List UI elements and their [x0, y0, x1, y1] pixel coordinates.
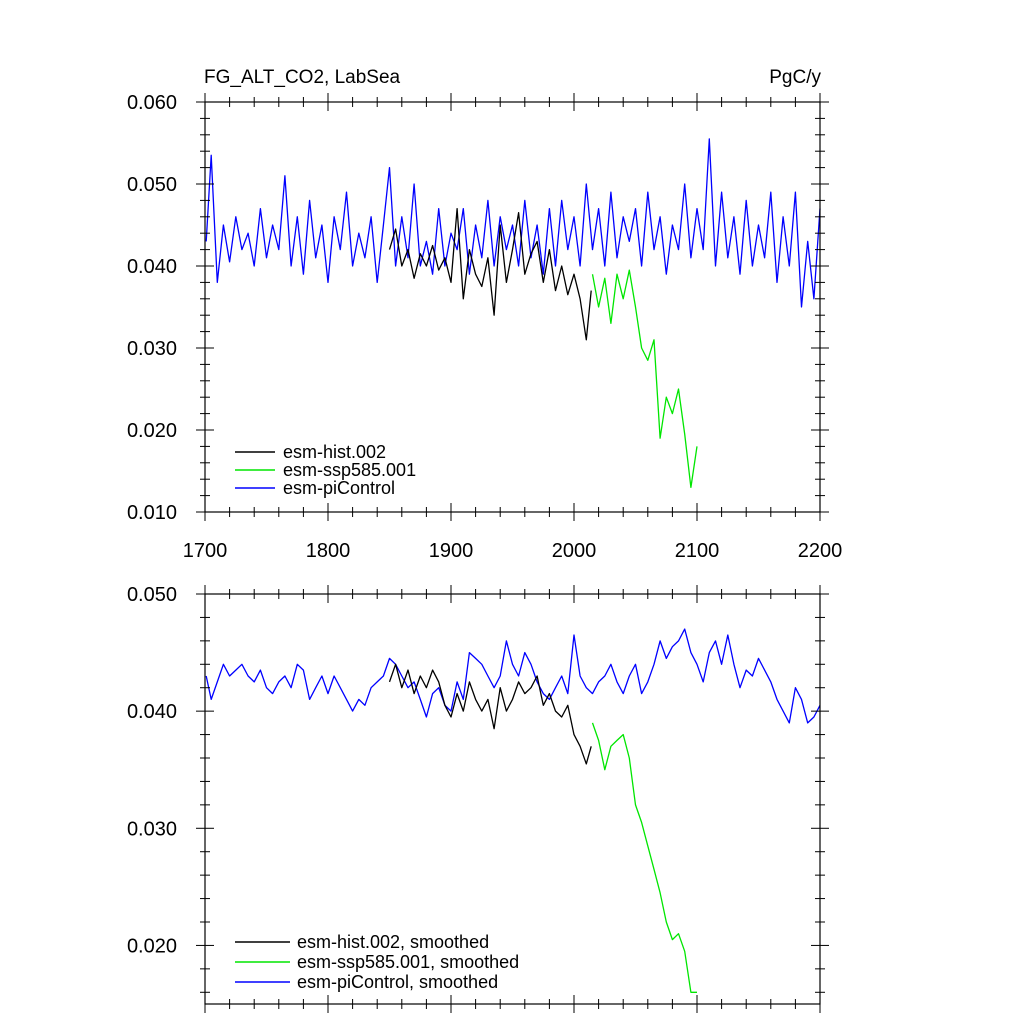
- y-tick-label: 0.040: [127, 256, 177, 278]
- legend-label: esm-piControl: [283, 478, 395, 498]
- legend-label: esm-piControl, smoothed: [297, 972, 498, 992]
- x-tick-label: 1700: [183, 540, 228, 562]
- x-tick-label: 2100: [675, 540, 720, 562]
- legend-label: esm-ssp585.001, smoothed: [297, 952, 519, 972]
- y-tick-label: 0.050: [127, 174, 177, 196]
- y-tick-label: 0.030: [127, 818, 177, 840]
- series-line-esm-hist-002-smoothed: [388, 663, 592, 765]
- series-line-esm-picontrol: [205, 138, 821, 308]
- series-line-esm-hist-002: [388, 207, 592, 341]
- x-tick-label: 2000: [552, 540, 597, 562]
- legend-label: esm-ssp585.001: [283, 460, 416, 480]
- y-tick-label: 0.030: [127, 338, 177, 360]
- y-tick-label: 0.020: [127, 420, 177, 442]
- top-plot-frame: [204, 101, 821, 513]
- y-tick-label: 0.020: [127, 935, 177, 957]
- y-tick-label: 0.010: [127, 502, 177, 524]
- legend-label: esm-hist.002, smoothed: [297, 932, 489, 952]
- bottom-chart-panel: 0.020 0.030 0.040 0.050 esm-hist.002, smoot…: [127, 584, 829, 1013]
- top-chart-title: FG_ALT_CO2, LabSea: [204, 67, 401, 88]
- x-tick-label: 2200: [798, 540, 843, 562]
- top-chart-units: PgC/y: [769, 67, 821, 88]
- y-tick-label: 0.040: [127, 701, 177, 723]
- x-tick-label: 1900: [429, 540, 474, 562]
- x-tick-label: 1800: [306, 540, 351, 562]
- y-tick-label: 0.060: [127, 92, 177, 114]
- series-line-esm-ssp585-001: [591, 269, 698, 489]
- top-chart-panel: 1700 1800 1900 2000 2100 2200 0.010 0.020 0.030 0…: [127, 67, 842, 562]
- y-tick-label: 0.050: [127, 584, 177, 606]
- series-line-esm-picontrol-smoothed: [205, 628, 821, 724]
- series-line-esm-ssp585-001-smoothed: [591, 722, 697, 993]
- legend-label: esm-hist.002: [283, 442, 386, 462]
- bottom-plot-frame: [204, 593, 821, 1005]
